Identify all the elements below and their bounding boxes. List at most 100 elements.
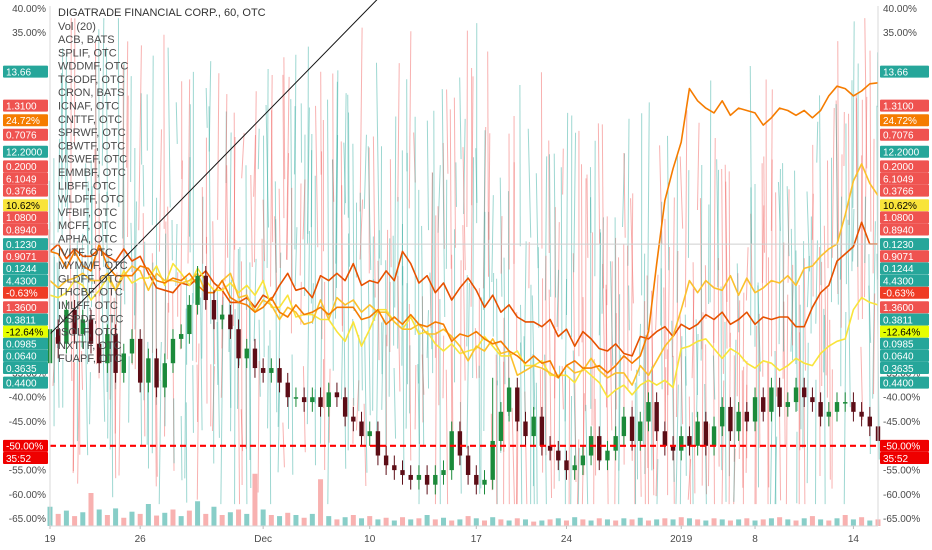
volume-bar [350,515,356,526]
comparison-bar [806,191,811,272]
legend-item: THCBF, OTC [58,287,123,299]
comparison-bar [691,412,694,505]
y-tick-label-left: -60.00% [9,490,46,501]
value-badge-right [880,274,929,287]
comparison-bar [234,309,236,505]
value-badge-left [3,238,48,251]
comparison-bar [696,334,699,418]
comparison-bar [359,199,364,260]
value-badge-text: 0.4400 [883,378,914,389]
volume-bar [506,520,512,526]
value-badge-right [880,128,929,141]
candle-body [695,421,700,446]
comparison-bar [237,343,241,505]
y-tick-label-right: -60.00% [883,490,920,501]
comparison-bar [167,206,170,313]
comparison-bar [230,279,232,432]
price-badge-left [3,439,48,452]
candle-body [867,416,873,427]
value-badge-text: 0.3766 [883,186,914,197]
value-badge-left [3,262,48,275]
volume-bar [662,518,668,526]
value-badge-left [3,160,48,173]
legend-item: WDDMF, OTC [58,61,128,73]
comparison-bar [839,196,843,280]
comparison-bar [823,314,826,505]
price-badge-right [880,451,929,464]
value-badge-text: 0.1244 [883,264,914,275]
comparison-bar [535,382,538,505]
comparison-bar [274,216,278,292]
comparison-bar [449,109,452,269]
comparison-bar [429,272,433,350]
comparison-bar [585,404,589,505]
volume-bar [801,518,807,526]
comparison-bar [782,242,785,379]
volume-bar [162,512,168,526]
comparison-bar [787,189,790,283]
candle-body [720,406,725,427]
comparison-bar [442,143,445,249]
candle-body [408,474,413,480]
comparison-bar [307,46,309,234]
volume-bar [547,519,553,526]
value-badge-text: 0.2000 [6,162,37,173]
volume-bar [645,520,651,526]
comparison-bar [196,343,200,500]
comparison-bar [315,105,319,248]
comparison-bar [474,328,478,379]
volume-bar [736,519,742,526]
volume-bar [424,515,430,526]
comparison-bar [651,330,655,496]
comparison-bar [598,232,602,336]
comparison-bar [778,404,782,501]
x-tick-label: 26 [135,534,147,545]
volume-bar [441,517,447,526]
comparison-bar [258,319,261,397]
comparison-bar [868,285,872,343]
legend-item: TGODF, OTC [58,74,125,86]
volume-bar [449,520,455,526]
comparison-bar [561,366,564,410]
comparison-bar [496,278,498,386]
value-badge-left [3,114,48,127]
comparison-bar [593,359,595,505]
value-badge-right [880,362,929,375]
comparison-bar [577,448,580,505]
volume-bar [719,519,725,526]
comparison-bar [540,72,543,249]
comparison-bar [175,102,178,144]
x-tick-label: 14 [848,534,860,545]
value-badge-left [3,286,48,299]
comparison-bar [310,133,313,228]
comparison-bar [679,156,684,229]
volume-bar [490,517,496,526]
comparison-bar [164,221,167,437]
comparison-bar [667,135,670,271]
y-tick-label-right: 35.00% [883,28,917,39]
volume-bar [285,512,291,526]
volume-bar [80,512,86,526]
comparison-bar [389,159,392,268]
comparison-bar [799,304,802,430]
volume-bar [580,519,586,526]
value-badge-text: 0.3635 [6,364,37,375]
volume-bar [244,513,250,526]
comparison-bar [426,120,429,231]
comparison-bar [761,163,764,377]
comparison-bar [827,160,829,269]
candle-body [769,387,774,412]
comparison-bar [332,159,335,202]
comparison-bar [187,79,191,264]
comparison-bar [667,246,670,396]
comparison-bar [352,319,355,406]
value-badge-right [880,313,929,326]
series-layer [49,82,879,399]
comparison-bar [372,136,376,298]
comparison-bar [733,339,737,502]
price-badge-text: -50.00% [883,442,920,453]
comparison-bar [873,293,876,395]
comparison-bar [700,164,703,361]
comparison-bar [446,89,449,174]
comparison-bar [806,255,810,308]
